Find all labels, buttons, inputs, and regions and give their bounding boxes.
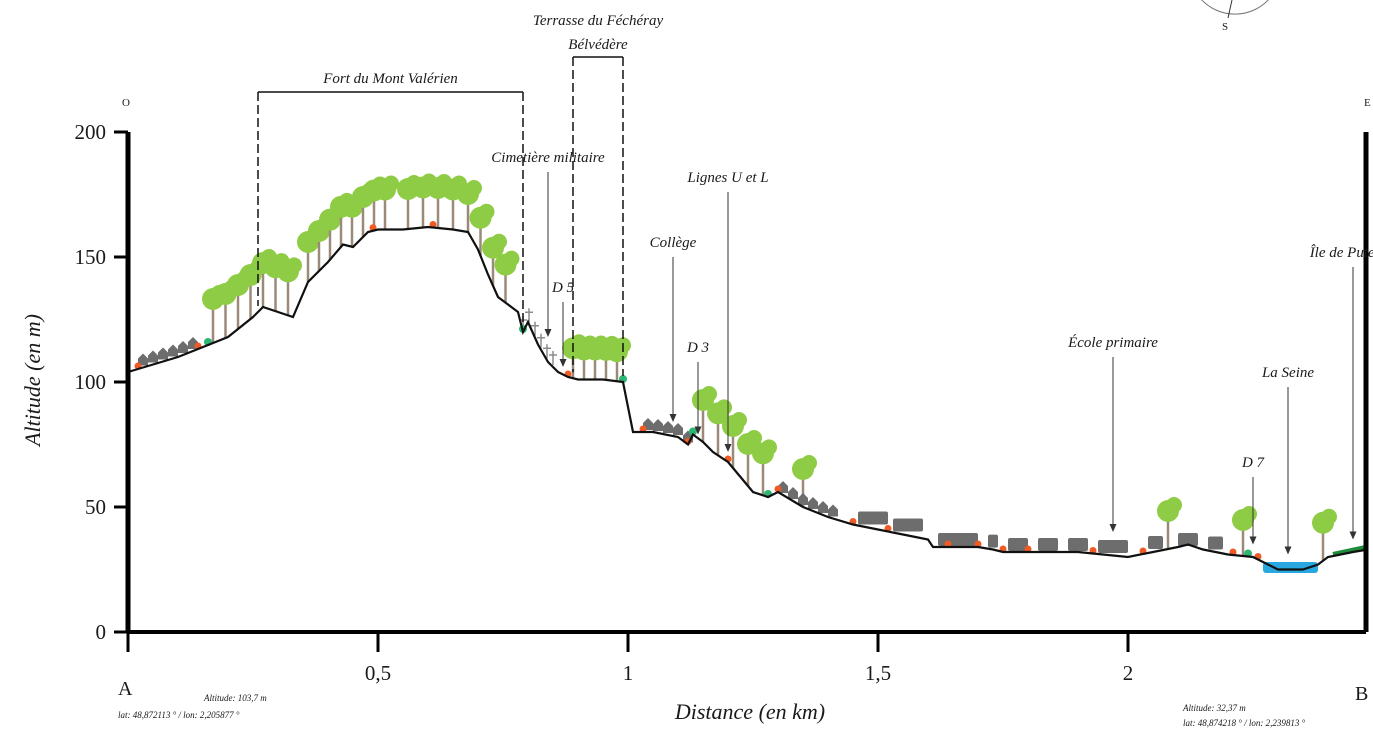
bracket-label-line: Bélvédère [568,37,628,53]
start-direction-label: O [122,97,130,109]
apartment-building [938,533,978,546]
annotations-layer: Fort du Mont Valérien Terrasse du Féchéra… [257,13,1373,555]
start-point-letter: A [118,678,133,700]
start-point-coords: lat: 48,872113 ° / lon: 2,205877 ° [118,710,240,720]
tree-foliage [761,439,777,456]
apartment-building [1008,538,1028,551]
house-building [148,350,158,363]
x-tick-label: 1 [623,661,634,685]
road-marker [639,425,647,433]
end-point-letter: B [1355,683,1368,705]
annotation-label: La Seine [1261,365,1314,381]
house-building [808,497,818,509]
y-tick-label: 0 [96,620,107,644]
annotation-label: D 7 [1241,455,1266,471]
road-marker [774,485,782,493]
axes-layer: 0 50 100 150 200 0,5 1 1,5 2 [75,120,1369,685]
bracket-label-line: Terrasse du Féchéray [533,13,664,29]
x-tick-label: 0,5 [365,661,391,685]
river-seine [1263,562,1318,573]
landscape-decor-layer [134,173,1369,573]
x-axis-title: Distance (en km) [674,699,825,724]
tree-foliage [716,399,732,416]
end-direction-label: E [1364,97,1371,109]
compass-south-label: S [1222,21,1228,33]
tree-foliage [801,455,817,471]
house-building [168,344,178,357]
road-marker [1024,545,1032,553]
tree-foliage [503,250,520,267]
house-building [788,487,798,499]
annotation-arrowhead [1109,524,1117,532]
y-axis-title: Altitude (en m) [20,314,45,448]
road-marker [974,540,982,548]
house-building [158,347,168,360]
annotation-label: Île de Puteaux [1309,244,1373,261]
annotation-label: D 3 [686,340,709,356]
apartment-building [1208,536,1223,550]
annotation-label: Collège [650,235,697,251]
apartment-building [1068,538,1088,551]
tree-foliage [701,386,717,402]
road-marker [944,540,952,548]
text-layer: Altitude (en m) Distance (en km) A Altit… [20,97,1371,728]
annotation-arrowhead [559,359,567,367]
house-building [673,423,683,435]
apartment-building [1038,538,1058,551]
terrain-profile-line [127,225,1369,571]
tree-foliage [491,233,507,250]
annotation-label: D 5 [551,280,575,296]
annotation-arrowhead [669,414,677,422]
annotation-arrowhead [1349,531,1357,540]
house-building [828,504,838,517]
tree-foliage [1166,497,1182,513]
annotation-arrowhead [1249,536,1257,545]
apartment-building [1148,536,1163,549]
y-tick-label: 150 [75,245,107,269]
annotation-arrowhead [724,444,732,452]
annotation-arrowhead [694,426,702,435]
annotation-label: Cimetière militaire [491,150,605,166]
annotation-arrowhead [1284,546,1292,555]
apartment-building [893,518,923,532]
end-point-altitude: Altitude: 32,37 m [1182,703,1246,713]
tree-foliage [383,175,399,192]
tree-foliage [286,257,302,274]
apartment-building [858,511,888,525]
bracket-label: Fort du Mont Valérien [322,71,458,87]
annotation-label: Lignes U et L [686,170,768,186]
end-point-coords: lat: 48,874218 ° / lon: 2,239813 ° [1183,718,1306,728]
tree-foliage [466,180,482,196]
start-point-altitude: Altitude: 103,7 m [203,693,267,703]
riverbank-green [1332,544,1369,557]
annotation-arrowhead [544,329,552,337]
y-tick-label: 100 [75,370,107,394]
green-marker [689,427,697,436]
tree-foliage [478,203,495,220]
house-building [798,493,808,505]
compass-rose-icon: S [1201,0,1269,33]
apartment-building [988,534,998,548]
house-building [663,421,673,433]
apartment-building [1178,533,1198,546]
x-tick-label: 1,5 [865,661,891,685]
y-tick-label: 200 [75,120,107,144]
y-tick-label: 50 [85,495,106,519]
tree-foliage [1321,508,1337,525]
tree-foliage [746,430,762,446]
x-tick-label: 2 [1123,661,1134,685]
apartment-building [1098,540,1128,553]
house-building [818,501,828,513]
tree-foliage [1241,506,1257,522]
house-building [178,341,188,353]
annotation-label: École primaire [1067,334,1158,351]
house-building [138,353,148,366]
house-building [653,419,663,431]
tree-foliage [731,412,747,428]
